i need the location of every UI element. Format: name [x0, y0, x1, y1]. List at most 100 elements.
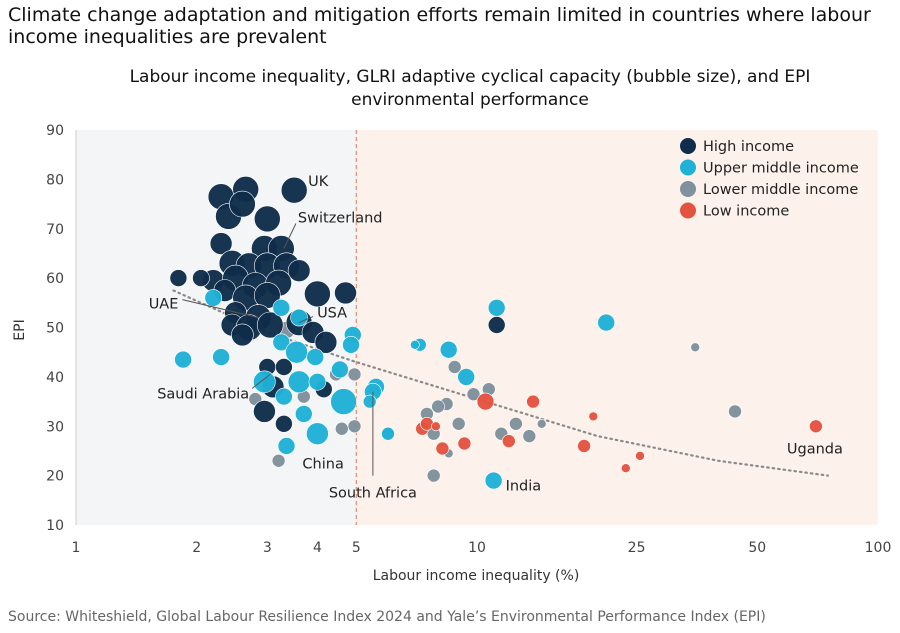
annotation-label: South Africa — [329, 486, 417, 502]
legend-label: Low income — [703, 204, 789, 220]
bubble — [728, 404, 742, 419]
bubble — [294, 405, 313, 423]
y-tick-label: 10 — [46, 518, 64, 534]
bubble — [620, 463, 631, 474]
x-tick-label: 1 — [72, 540, 81, 556]
bubble — [577, 439, 591, 453]
x-tick-label: 50 — [748, 540, 766, 556]
bubble — [331, 360, 349, 379]
y-tick-label: 50 — [46, 321, 64, 337]
legend: High income Upper middle income Lower midd… — [680, 138, 859, 220]
bubble — [285, 340, 308, 364]
y-tick-label: 90 — [46, 123, 64, 139]
bubble — [229, 190, 256, 218]
bubble — [287, 259, 311, 283]
bubble — [314, 330, 338, 354]
bubble — [526, 394, 540, 409]
bubble — [347, 419, 362, 434]
y-tick-label: 60 — [46, 271, 64, 287]
headline: Climate change adaptation and mitigation… — [8, 4, 871, 48]
bubble — [435, 441, 450, 456]
bubble — [275, 414, 293, 433]
bubble — [362, 394, 377, 409]
bubble — [420, 416, 434, 431]
bubble — [501, 434, 516, 448]
bubble — [484, 471, 503, 490]
x-tick-label: 10 — [468, 540, 486, 556]
annotation-label: China — [302, 457, 343, 473]
bubble — [330, 388, 357, 415]
bubble — [287, 370, 311, 394]
y-tick-label: 70 — [46, 222, 64, 238]
y-axis-title: EPI — [12, 319, 28, 340]
x-tick-label: 25 — [628, 540, 646, 556]
legend-marker — [680, 181, 696, 197]
legend-marker — [680, 138, 696, 154]
bubble — [690, 342, 701, 353]
annotation-leader — [298, 316, 314, 324]
bubble — [174, 350, 192, 369]
legend-label: High income — [703, 139, 794, 155]
bubble — [280, 176, 308, 204]
annotation-label: Switzerland — [298, 211, 383, 227]
bubble — [597, 313, 616, 332]
bubble — [253, 400, 276, 423]
bubble — [431, 421, 441, 432]
bubble — [487, 316, 506, 334]
bubble — [466, 387, 481, 402]
x-tick-label: 3 — [263, 540, 272, 556]
legend-label: Upper middle income — [703, 161, 859, 177]
bubble — [275, 358, 293, 376]
legend-marker — [680, 202, 696, 219]
bubble — [277, 437, 296, 455]
y-tick-label: 80 — [46, 172, 64, 188]
annotation-label: India — [506, 479, 542, 495]
annotation-label: USA — [317, 306, 347, 322]
y-tick-label: 30 — [46, 419, 64, 435]
bubble — [342, 335, 360, 354]
bubble — [635, 451, 645, 461]
legend-marker — [680, 159, 696, 176]
bubble-chart: 10 20 30 40 50 60 70 80 90 1 2 3 4 5 10 25 50 100 UK Switz… — [12, 123, 891, 584]
bubble — [308, 372, 327, 391]
bubble — [169, 269, 188, 287]
bubble — [334, 281, 357, 305]
bubble — [487, 298, 506, 317]
bubble — [253, 205, 281, 233]
bubble — [476, 392, 495, 411]
bubble — [588, 411, 599, 422]
bubble — [304, 280, 331, 308]
bubble — [381, 426, 395, 441]
bubble — [509, 416, 523, 431]
chart-title: Labour income inequality, GLRI adaptive … — [129, 67, 811, 110]
bubble — [522, 429, 537, 443]
bubble — [271, 453, 286, 468]
x-tick-label: 100 — [865, 540, 892, 556]
annotation-leader — [283, 223, 297, 249]
x-tick-label: 5 — [352, 540, 361, 556]
bubble — [439, 340, 458, 359]
annotation-label: UAE — [149, 297, 179, 313]
bubbles — [169, 176, 823, 490]
axis-ticks: 10 20 30 40 50 60 70 80 90 1 2 3 4 5 10 25 50 100 — [46, 123, 891, 556]
bubble — [256, 311, 284, 339]
bubble — [347, 367, 362, 382]
annotation-leader — [182, 299, 259, 319]
bubble — [410, 339, 420, 350]
annotation-label: Saudi Arabia — [157, 386, 249, 402]
annotation-leader — [251, 374, 271, 389]
source-note: Source: Whiteshield, Global Labour Resil… — [8, 609, 766, 625]
bubble — [809, 419, 823, 434]
bubble — [334, 421, 349, 436]
x-tick-label: 4 — [313, 540, 322, 556]
y-tick-label: 40 — [46, 370, 64, 386]
annotations: UK Switzerland UAE USA Saudi Arabia China Sout… — [149, 174, 843, 501]
bubble — [457, 368, 476, 386]
bubble — [431, 399, 445, 414]
shade-right-region — [356, 130, 878, 525]
bubble — [253, 370, 276, 394]
legend-label: Lower middle income — [703, 182, 858, 198]
bubble — [231, 323, 254, 347]
bubble — [306, 422, 329, 446]
bubble — [457, 436, 472, 451]
